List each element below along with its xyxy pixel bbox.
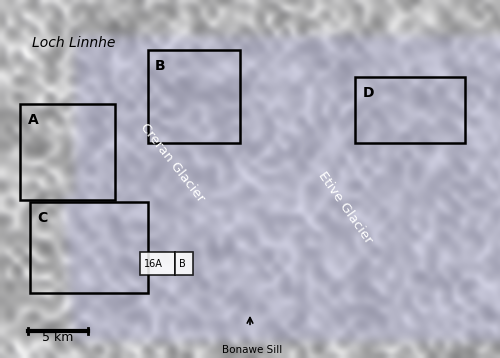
Text: Loch Linnhe: Loch Linnhe xyxy=(32,36,116,50)
Text: 5 km: 5 km xyxy=(42,332,73,344)
Text: 16A: 16A xyxy=(144,259,163,269)
Bar xyxy=(20,104,115,200)
Bar xyxy=(140,252,175,275)
Text: D: D xyxy=(362,86,374,100)
Text: Etive Glacier: Etive Glacier xyxy=(316,169,374,246)
Text: Bonawe Sill: Bonawe Sill xyxy=(222,345,282,355)
Text: B: B xyxy=(155,59,166,73)
Bar xyxy=(175,252,192,275)
Text: C: C xyxy=(38,211,48,225)
Bar xyxy=(355,77,465,143)
Text: B: B xyxy=(179,259,186,269)
Text: Creran Glacier: Creran Glacier xyxy=(138,121,207,205)
Bar xyxy=(148,50,240,143)
Text: A: A xyxy=(28,113,38,127)
Bar xyxy=(30,202,148,293)
